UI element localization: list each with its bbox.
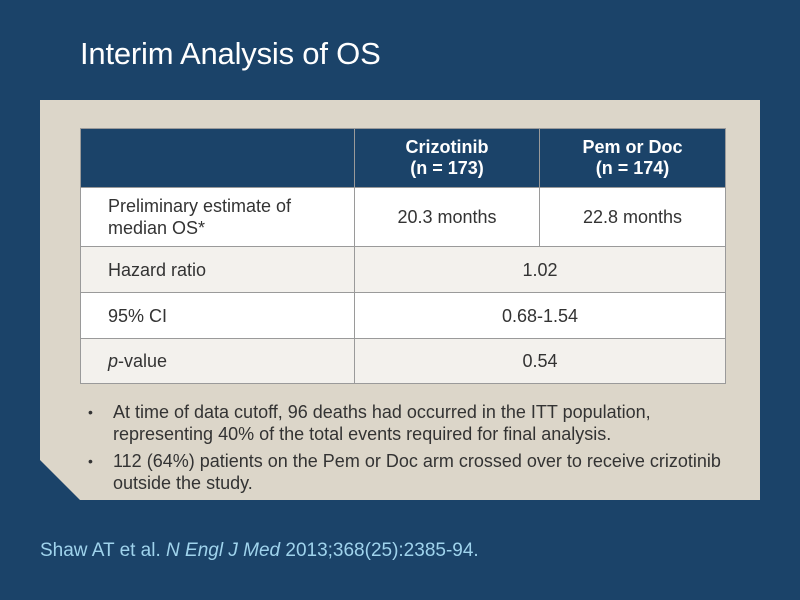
p-value-value: 0.54 (354, 338, 726, 384)
median-os-pem-or-doc: 22.8 months (539, 187, 726, 247)
hazard-ratio-value: 1.02 (354, 246, 726, 293)
os-results-table: Crizotinib (n = 173) Pem or Doc (n = 174… (80, 128, 726, 384)
citation: Shaw AT et al. N Engl J Med 2013;368(25)… (40, 540, 479, 562)
bullet-icon: • (88, 404, 93, 420)
list-item: • 112 (64%) patients on the Pem or Doc a… (86, 450, 726, 494)
header-crizotinib-name: Crizotinib (405, 137, 489, 157)
slide-title: Interim Analysis of OS (80, 36, 381, 71)
ci-value: 0.68-1.54 (354, 292, 726, 339)
list-item: • At time of data cutoff, 96 deaths had … (86, 401, 726, 445)
p-value-label-rest: -value (118, 351, 168, 371)
header-cell-crizotinib: Crizotinib (n = 173) (354, 128, 540, 188)
bullet-text: 112 (64%) patients on the Pem or Doc arm… (113, 451, 721, 493)
row-label-p-value: p-value (80, 338, 355, 384)
table-row-p-value: p-value 0.54 (80, 338, 726, 384)
row-label-ci: 95% CI (80, 292, 355, 339)
citation-journal: N Engl J Med (166, 540, 281, 561)
citation-authors: Shaw AT et al. (40, 540, 167, 561)
header-pem-or-doc-n: (n = 174) (595, 158, 670, 178)
header-pem-or-doc-name: Pem or Doc (582, 137, 683, 157)
citation-details: 2013;368(25):2385-94. (280, 540, 479, 561)
row-label-hazard-ratio: Hazard ratio (80, 246, 355, 293)
table-row-hazard-ratio: Hazard ratio 1.02 (80, 246, 726, 293)
header-crizotinib-n: (n = 173) (410, 158, 484, 178)
table-row-median-os: Preliminary estimate of median OS* 20.3 … (80, 187, 726, 247)
table-header-row: Crizotinib (n = 173) Pem or Doc (n = 174… (80, 128, 726, 188)
p-value-label-italic: p (108, 351, 119, 371)
bullet-icon: • (88, 453, 93, 469)
bullet-text: At time of data cutoff, 96 deaths had oc… (113, 402, 651, 444)
row-label-median-os: Preliminary estimate of median OS* (80, 187, 355, 247)
header-cell-blank (80, 128, 355, 188)
header-cell-pem-or-doc: Pem or Doc (n = 174) (539, 128, 726, 188)
notes-list: • At time of data cutoff, 96 deaths had … (86, 401, 726, 499)
table-row-ci: 95% CI 0.68-1.54 (80, 292, 726, 339)
median-os-crizotinib: 20.3 months (354, 187, 540, 247)
